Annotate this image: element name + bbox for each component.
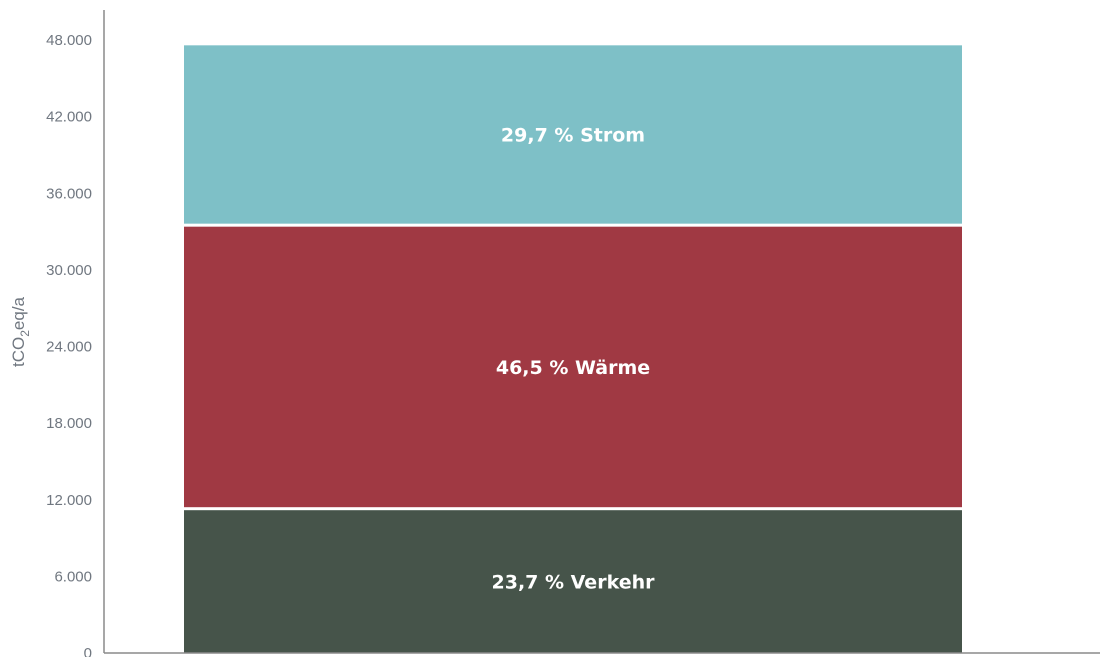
bar-segment — [184, 45, 962, 224]
bar-segment — [184, 510, 962, 653]
y-tick-label: 6.000 — [54, 568, 92, 585]
segment-label: 29,7 % Strom — [501, 125, 645, 147]
y-tick-label: 48.000 — [46, 32, 92, 49]
y-tick-label: 24.000 — [46, 339, 92, 356]
y-tick-label: 0 — [84, 645, 92, 657]
y-axis-title-base: tCO — [9, 337, 28, 367]
y-tick-label: 36.000 — [46, 185, 92, 202]
segment-labels: 23,7 % Verkehr 46,5 % Wärme 29,7 % Strom — [492, 125, 656, 594]
y-axis-title: tCO2eq/a — [9, 296, 32, 367]
bar-segment — [184, 226, 962, 508]
y-axis-ticks: 0 6.000 12.000 18.000 24.000 30.000 36.000 42.0… — [46, 32, 92, 657]
y-axis-title-rest: eq/a — [9, 296, 28, 330]
y-tick-label: 30.000 — [46, 262, 92, 279]
segment-label: 23,7 % Verkehr — [492, 572, 656, 594]
y-tick-label: 42.000 — [46, 109, 92, 126]
y-tick-label: 18.000 — [46, 415, 92, 432]
segment-label: 46,5 % Wärme — [496, 357, 650, 379]
bar-segments — [184, 45, 962, 653]
y-tick-label: 12.000 — [46, 492, 92, 509]
y-axis-title-subscript: 2 — [18, 330, 32, 337]
